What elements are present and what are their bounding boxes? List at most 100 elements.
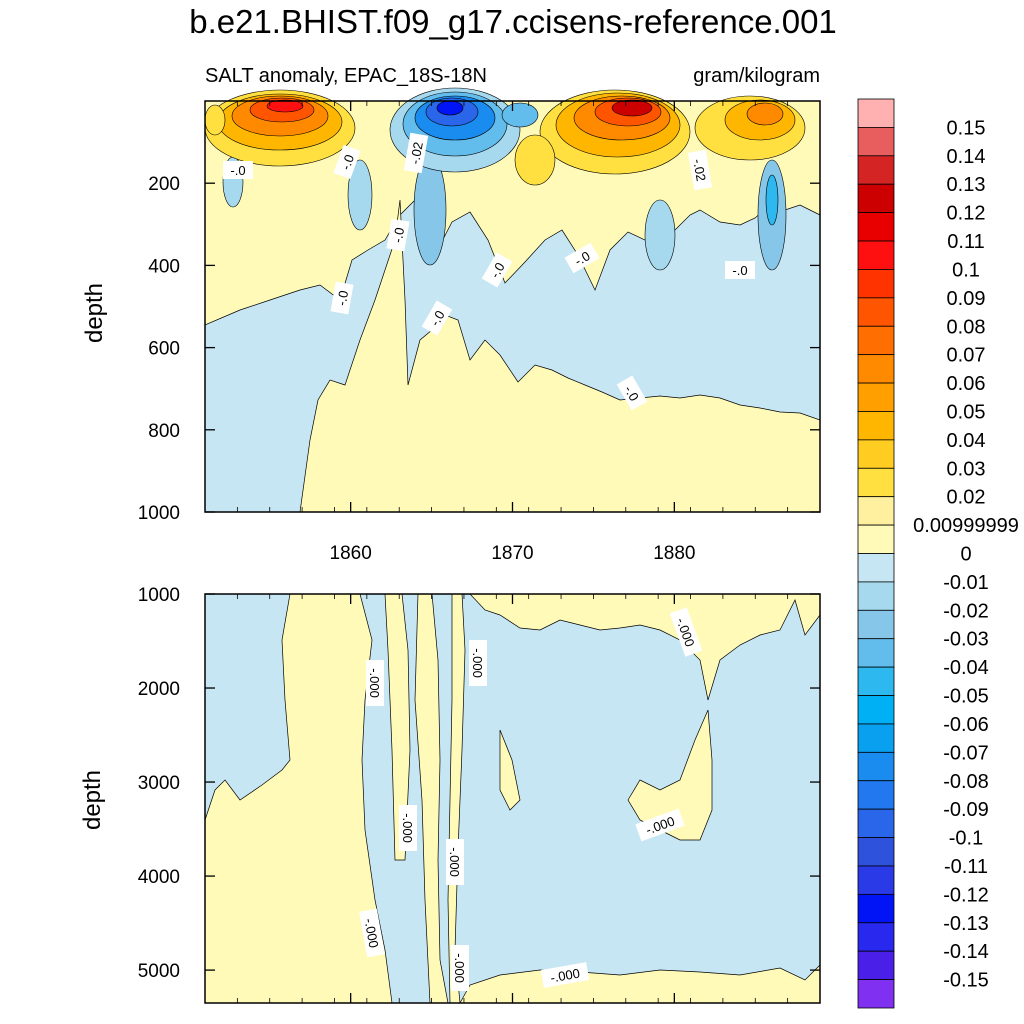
contour-label: -.0 bbox=[333, 144, 361, 180]
colorbar-swatch bbox=[857, 382, 895, 412]
contour-label-text: -.0 bbox=[390, 226, 407, 244]
contour-label: -.0 bbox=[564, 242, 600, 274]
upper-warm-blob-left bbox=[204, 89, 356, 167]
contour-label-text: -.0 bbox=[334, 289, 351, 307]
colorbar-label: -0.02 bbox=[943, 600, 989, 622]
contour-label-bg bbox=[366, 660, 384, 706]
contour-label: -.0 bbox=[386, 218, 410, 252]
y-tick-label: 2000 bbox=[138, 679, 180, 700]
lower-ticks: 1000 2000 3000 4000 5000 bbox=[138, 585, 821, 1003]
colorbar-swatch bbox=[857, 155, 895, 185]
colorbar-swatch bbox=[857, 467, 895, 498]
contour-label-bg bbox=[399, 805, 417, 851]
upper-warm-patch bbox=[514, 134, 556, 186]
colorbar-label: -0.14 bbox=[943, 941, 989, 963]
colorbar-label: -0.11 bbox=[944, 856, 988, 878]
colorbar-swatch bbox=[857, 240, 895, 270]
upper-negative-patch-e bbox=[765, 174, 779, 226]
colorbar-swatch bbox=[857, 609, 895, 640]
y-tick-label: 400 bbox=[148, 256, 180, 277]
colorbar-label: 0.00999999 bbox=[913, 515, 1019, 537]
upper-warm-patch-2 bbox=[204, 104, 226, 136]
colorbar-swatch bbox=[857, 183, 895, 214]
subtitle-right: gram/kilogram bbox=[693, 65, 820, 87]
colorbar-swatch bbox=[857, 666, 895, 696]
upper-cold-blob-small bbox=[501, 102, 539, 128]
contour-label-text: -.000 bbox=[367, 668, 382, 698]
contour-label-bg bbox=[330, 281, 354, 315]
colorbar-swatch bbox=[857, 439, 895, 469]
contour-label: -.000 bbox=[446, 839, 464, 885]
contour-label: -.000 bbox=[359, 908, 385, 958]
lower-ylabel: depth bbox=[79, 770, 106, 830]
lower-positive-small bbox=[499, 729, 521, 811]
y-tick-label: 1000 bbox=[138, 503, 180, 524]
y-tick-label: 4000 bbox=[138, 867, 180, 888]
contour-label: -.02 bbox=[687, 149, 713, 191]
contour-label-bg bbox=[540, 962, 590, 988]
contour-label-text: -.0 bbox=[487, 260, 508, 281]
colorbar-swatch bbox=[857, 723, 895, 753]
colorbar-swatch bbox=[857, 837, 895, 867]
contour-label-text: -.0 bbox=[427, 308, 448, 329]
contour-label: -.000 bbox=[451, 945, 469, 991]
contour-label-text: -.0 bbox=[230, 163, 245, 178]
contour-label-bg bbox=[469, 640, 487, 686]
y-tick-label: 200 bbox=[148, 174, 180, 195]
colorbar-label: 0.12 bbox=[947, 203, 986, 225]
upper-contour-labels: -.0 -.02 -.0 -.0 -.0 -.0 -.02 -.0 -.0 -.0 -.0 bbox=[223, 132, 755, 411]
colorbar-label: -0.09 bbox=[943, 799, 989, 821]
colorbar-swatch bbox=[857, 297, 895, 327]
colorbar-swatch bbox=[857, 411, 895, 441]
contour-label-text: -.000 bbox=[452, 953, 467, 983]
colorbar-label: 0.14 bbox=[947, 146, 986, 168]
contour-label-bg bbox=[564, 242, 600, 274]
colorbar-label: 0.09 bbox=[947, 288, 986, 310]
colorbar: 0.15 0.14 0.13 0.12 0.11 0.1 0.09 0.08 0.07 0.06 0… bbox=[857, 98, 1019, 1009]
y-tick-label: 5000 bbox=[138, 961, 180, 982]
colorbar-swatch bbox=[857, 524, 895, 554]
contour-label-text: -.000 bbox=[447, 847, 462, 877]
colorbar-swatch bbox=[857, 979, 895, 1009]
contour-label-text: -.0 bbox=[621, 383, 642, 404]
subtitle-left: SALT anomaly, EPAC_18S-18N bbox=[205, 65, 487, 87]
colorbar-label: 0.1 bbox=[952, 259, 980, 281]
colorbar-swatch bbox=[857, 325, 895, 356]
colorbar-label: 0.13 bbox=[947, 174, 986, 196]
contour-label-bg bbox=[635, 808, 685, 842]
upper-ylabel: depth bbox=[81, 283, 108, 343]
contour-label: -.0 bbox=[223, 161, 253, 179]
colorbar-swatch bbox=[857, 808, 895, 838]
y-tick-label: 800 bbox=[148, 421, 180, 442]
colorbar-swatch bbox=[857, 269, 895, 299]
contour-label-bg bbox=[725, 261, 755, 279]
contour-label-bg bbox=[223, 161, 253, 179]
x-tick-label: 1860 bbox=[330, 543, 372, 564]
contour-label: -.000 bbox=[366, 660, 384, 706]
lower-panel: 1000 2000 3000 4000 5000 -.000 -.000 -.000 -.00… bbox=[79, 585, 821, 1004]
contour-label-text: -.0 bbox=[338, 152, 357, 171]
colorbar-label: -0.07 bbox=[943, 742, 989, 764]
colorbar-swatch bbox=[857, 865, 895, 895]
contour-label-text: -.000 bbox=[400, 813, 415, 843]
contour-label-text: -.0 bbox=[732, 263, 747, 278]
upper-plot-area bbox=[204, 87, 821, 513]
colorbar-label: -0.04 bbox=[943, 657, 989, 679]
colorbar-label: 0.04 bbox=[947, 430, 986, 452]
contour-label-bg bbox=[403, 132, 429, 174]
colorbar-label: 0.02 bbox=[947, 487, 986, 509]
colorbar-swatch bbox=[857, 922, 895, 952]
y-tick-label: 3000 bbox=[138, 773, 180, 794]
colorbar-label: -0.13 bbox=[943, 913, 989, 935]
contour-label: -.000 bbox=[469, 640, 487, 686]
contour-label-text: -.02 bbox=[407, 141, 426, 166]
upper-warm-blob-far-right bbox=[694, 95, 806, 161]
colorbar-label: -0.15 bbox=[943, 970, 989, 992]
colorbar-swatch bbox=[857, 496, 895, 526]
upper-positive-deep-region bbox=[299, 199, 821, 513]
contour-label: -.0 bbox=[481, 252, 513, 288]
colorbar-label: -0.06 bbox=[943, 714, 989, 736]
upper-warm-blob-right bbox=[539, 89, 691, 175]
contour-label-bg bbox=[359, 908, 385, 958]
